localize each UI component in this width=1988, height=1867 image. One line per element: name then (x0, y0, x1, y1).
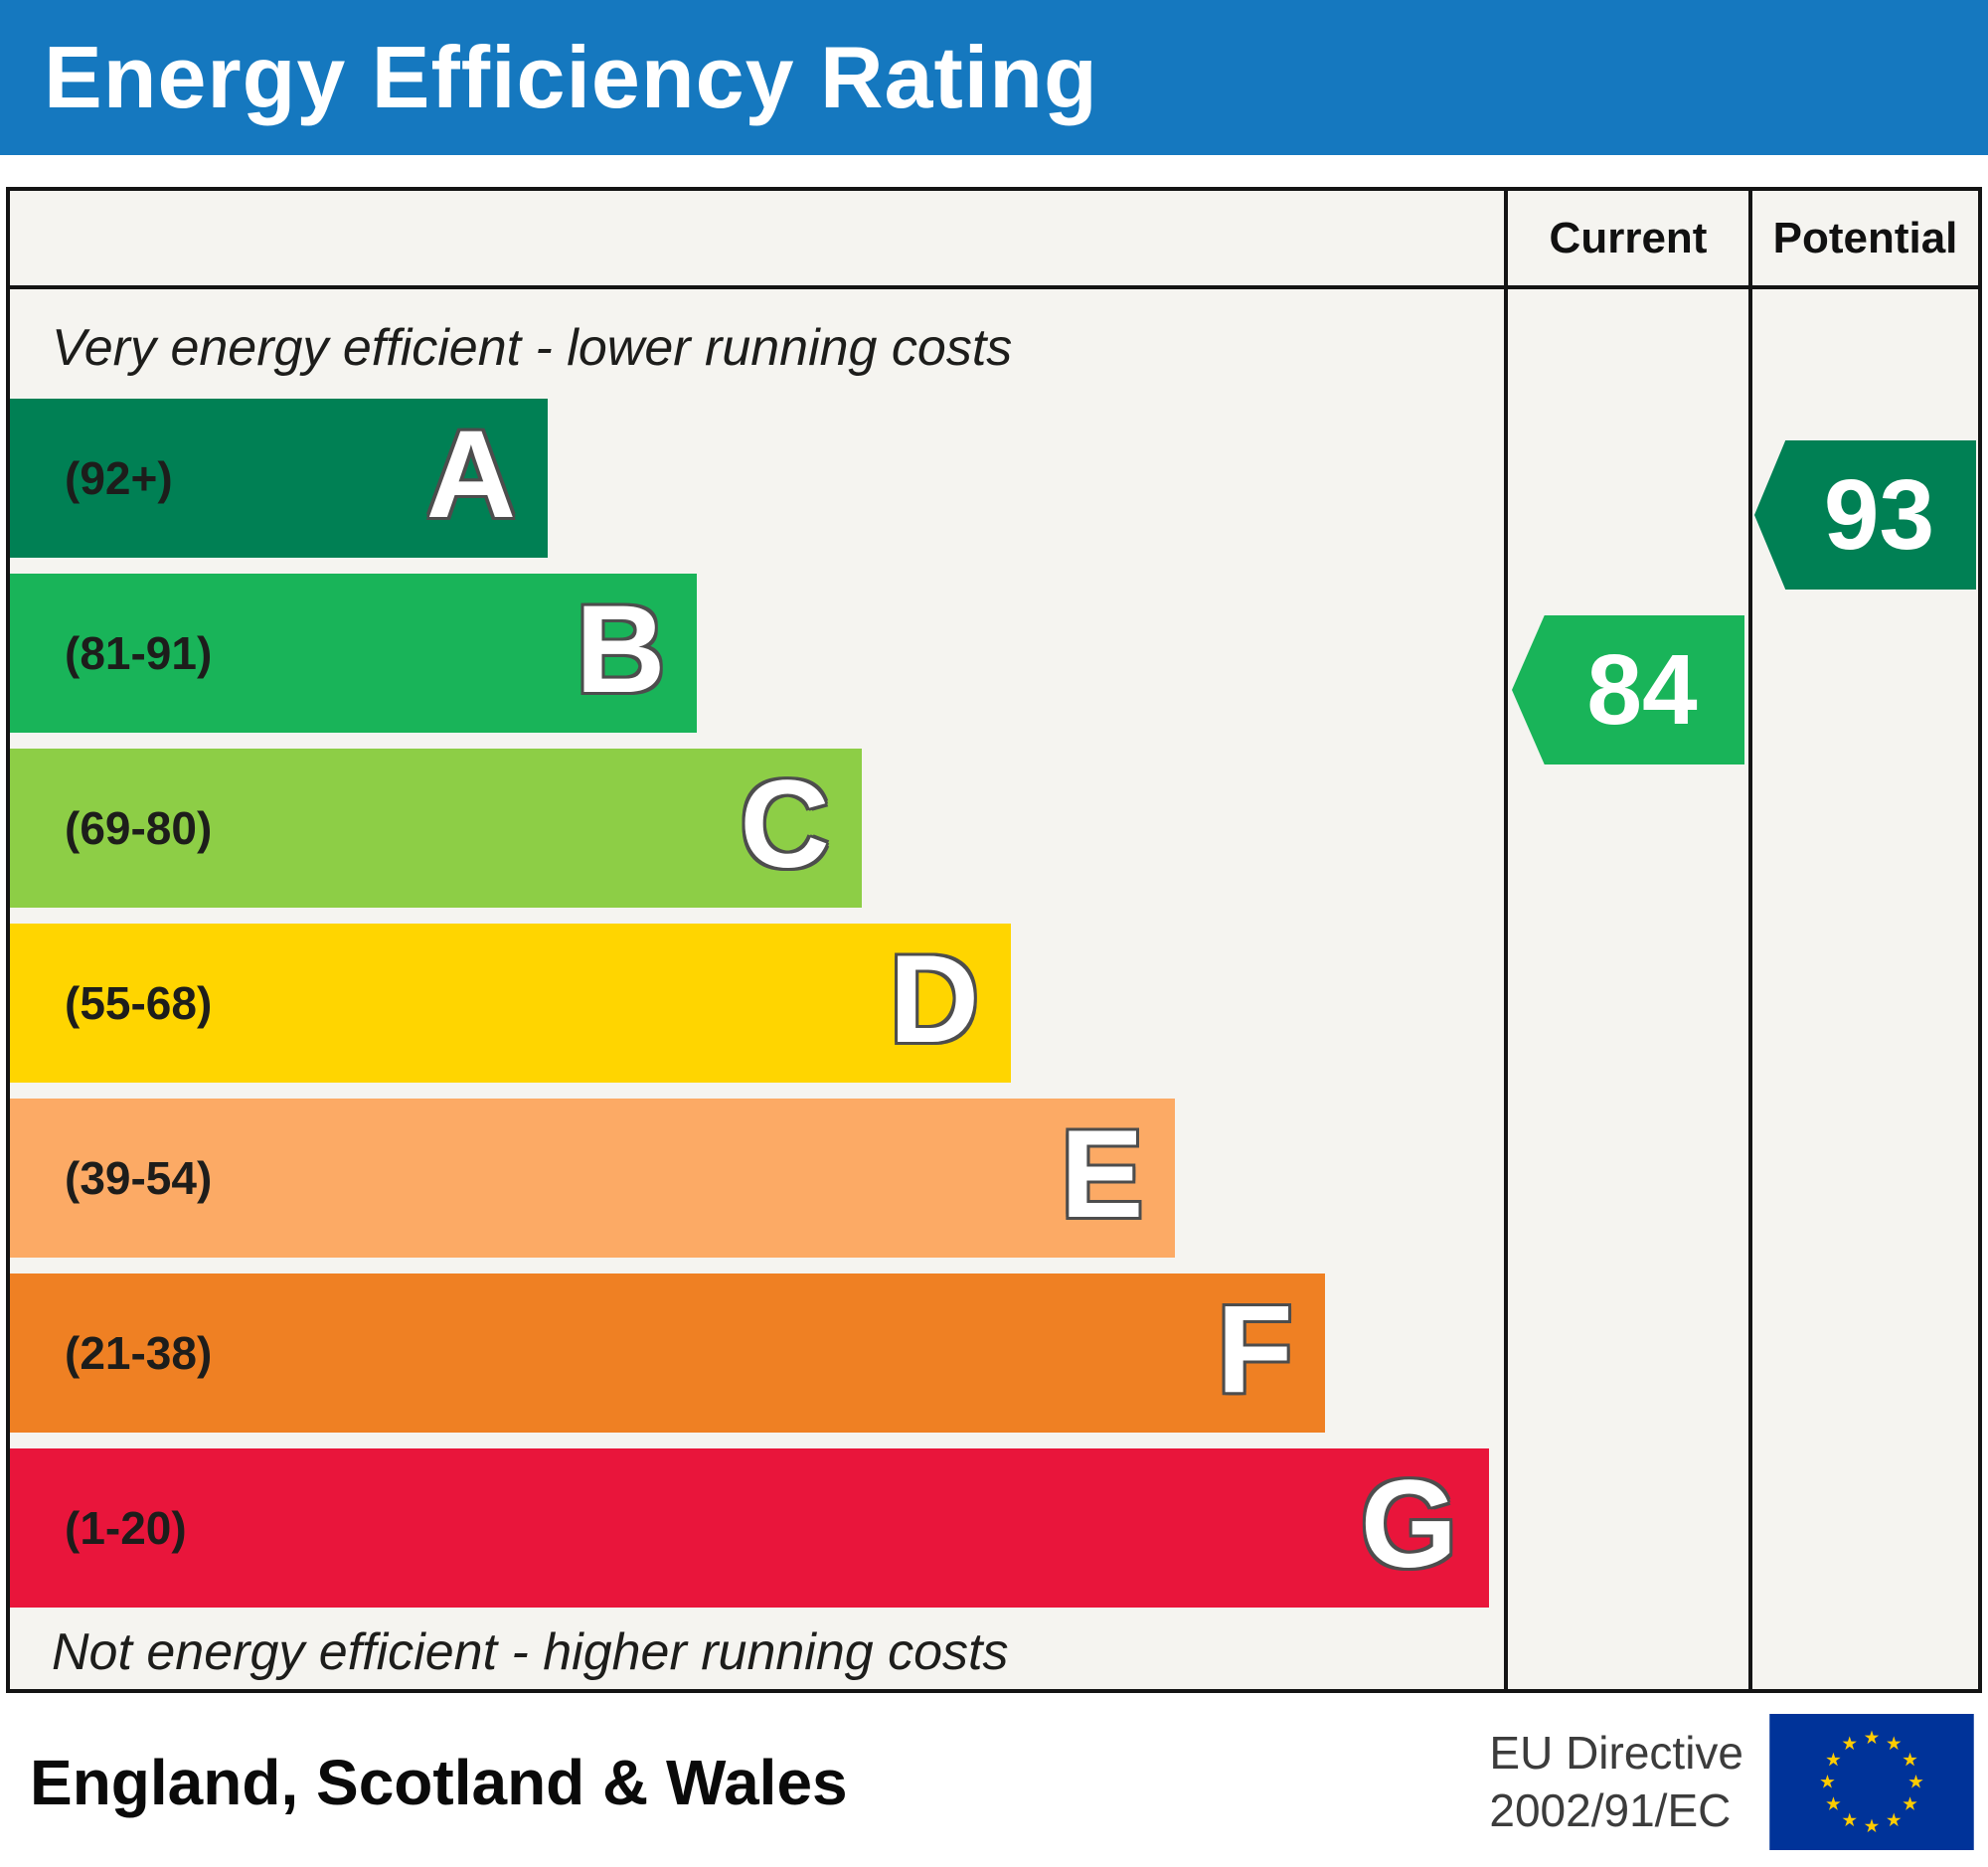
eu-flag-icon (1769, 1714, 1974, 1850)
column-divider-current (1504, 191, 1508, 1689)
band-letter: C (740, 755, 830, 894)
band-range-label: (69-80) (65, 801, 213, 854)
band-bar: (1-20) G (10, 1447, 1489, 1608)
header-row-divider (10, 285, 1978, 289)
band-bar: (21-38) F (10, 1273, 1325, 1433)
band-row-a: (92+) A (10, 398, 1504, 558)
band-row-g: (1-20) G (10, 1447, 1504, 1608)
band-letter: D (889, 930, 979, 1069)
eu-directive-label: EU Directive 2002/91/EC (1489, 1725, 1743, 1839)
current-rating-arrow: 84 (1512, 615, 1744, 764)
footer-bar: England, Scotland & Wales EU Directive 2… (0, 1697, 1988, 1867)
current-column-header: Current (1549, 213, 1708, 262)
band-row-c: (69-80) C (10, 748, 1504, 908)
band-range-label: (92+) (65, 451, 173, 504)
epc-chart: Current Potential Very energy efficient … (6, 187, 1982, 1693)
band-range-label: (55-68) (65, 976, 213, 1029)
top-scale-note: Very energy efficient - lower running co… (52, 319, 1013, 377)
column-divider-potential (1748, 191, 1752, 1689)
page-title: Energy Efficiency Rating (44, 28, 1098, 126)
band-bar: (92+) A (10, 398, 549, 558)
band-letter: F (1217, 1279, 1293, 1419)
band-bar: (39-54) E (10, 1098, 1176, 1258)
region-label: England, Scotland & Wales (30, 1746, 848, 1818)
bottom-scale-note: Not energy efficient - higher running co… (52, 1622, 1009, 1681)
band-letter: B (576, 580, 666, 719)
header-bar: Energy Efficiency Rating (0, 0, 1988, 155)
band-row-d: (55-68) D (10, 923, 1504, 1083)
band-range-label: (1-20) (65, 1501, 187, 1554)
potential-rating-arrow: 93 (1754, 440, 1976, 590)
bands-area: Very energy efficient - lower running co… (10, 289, 1504, 1689)
band-letter: A (425, 405, 517, 544)
potential-rating-value: 93 (1823, 458, 1935, 571)
band-letter: E (1060, 1104, 1144, 1244)
band-letter: G (1360, 1454, 1457, 1594)
band-bar: (55-68) D (10, 923, 1011, 1083)
band-bar: (81-91) B (10, 573, 698, 733)
eu-directive-line1: EU Directive (1489, 1727, 1743, 1779)
band-range-label: (39-54) (65, 1151, 213, 1204)
eu-directive-line2: 2002/91/EC (1489, 1783, 1732, 1836)
band-range-label: (21-38) (65, 1326, 213, 1379)
band-bar: (69-80) C (10, 748, 862, 908)
band-range-label: (81-91) (65, 626, 213, 679)
band-row-b: (81-91) B (10, 573, 1504, 733)
current-rating-value: 84 (1586, 633, 1698, 746)
band-row-e: (39-54) E (10, 1098, 1504, 1258)
potential-column-header: Potential (1772, 213, 1958, 262)
band-row-f: (21-38) F (10, 1273, 1504, 1433)
